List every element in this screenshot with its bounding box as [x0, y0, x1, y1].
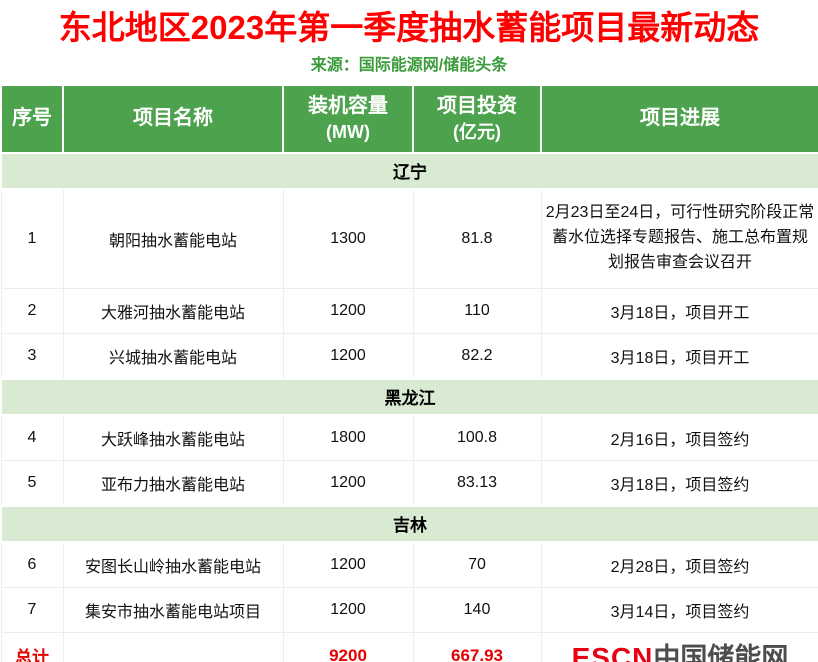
cell-project-name: 朝阳抽水蓄能电站: [62, 188, 284, 289]
col-header-progress: 项目进展: [540, 83, 818, 154]
table-row: 7 集安市抽水蓄能电站项目 1200 140 3月14日，项目签约: [0, 586, 818, 633]
cell-project-name: 安图长山岭抽水蓄能电站: [62, 541, 284, 588]
table-row: 3 兴城抽水蓄能电站 1200 82.2 3月18日，项目开工: [0, 332, 818, 380]
section-label: 辽宁: [0, 151, 818, 190]
cell-capacity: 1300: [282, 188, 414, 289]
cell-progress: 2月23日至24日，可行性研究阶段正常蓄水位选择专题报告、施工总布置规划报告审查…: [540, 188, 818, 289]
cell-progress: 2月16日，项目签约: [540, 414, 818, 461]
section-row-jilin: 吉林: [0, 504, 818, 543]
cell-no: 5: [0, 459, 64, 507]
cell-capacity: 1200: [282, 332, 414, 380]
cell-no: 4: [0, 414, 64, 461]
cell-no: 7: [0, 586, 64, 633]
cell-investment: 82.2: [412, 332, 542, 380]
col-header-investment: 项目投资 (亿元): [412, 83, 542, 154]
table-row: 1 朝阳抽水蓄能电站 1300 81.8 2月23日至24日，可行性研究阶段正常…: [0, 188, 818, 289]
col-header-label: 序号: [12, 107, 52, 130]
cell-progress: 3月18日，项目开工: [540, 287, 818, 334]
col-header-no: 序号: [0, 83, 64, 154]
col-header-label: 装机容量: [308, 94, 388, 117]
table-row: 6 安图长山岭抽水蓄能电站 1200 70 2月28日，项目签约: [0, 541, 818, 588]
source-line: 来源：国际能源网/储能头条: [310, 56, 508, 74]
cell-capacity: 1200: [282, 459, 414, 507]
total-label: 总计: [0, 631, 64, 662]
cell-project-name: 大雅河抽水蓄能电站: [62, 287, 284, 334]
infographic-canvas: 东北地区2023年第一季度抽水蓄能项目最新动态 来源：国际能源网/储能头条 序号…: [0, 8, 818, 662]
table-row: 5 亚布力抽水蓄能电站 1200 83.13 3月18日，项目签约: [0, 459, 818, 507]
section-label: 黑龙江: [0, 377, 818, 416]
col-header-capacity: 装机容量 (MW): [282, 83, 414, 154]
table-row: 2 大雅河抽水蓄能电站 1200 110 3月18日，项目开工: [0, 287, 818, 334]
col-header-unit: (MW): [326, 121, 370, 142]
cell-project-name: 亚布力抽水蓄能电站: [62, 459, 284, 507]
cell-capacity: 1200: [282, 541, 414, 588]
table-row: 4 大跃峰抽水蓄能电站 1800 100.8 2月16日，项目签约: [0, 414, 818, 461]
cell-no: 6: [0, 541, 64, 588]
col-header-label: 项目进展: [640, 107, 720, 130]
section-label: 吉林: [0, 504, 818, 543]
cell-progress: 3月18日，项目开工: [540, 332, 818, 380]
cell-investment: 100.8: [412, 414, 542, 461]
cell-no: 3: [0, 332, 64, 380]
cell-investment: 81.8: [412, 188, 542, 289]
section-row-liaoning: 辽宁: [0, 151, 818, 190]
cell-project-name: 集安市抽水蓄能电站项目: [62, 586, 284, 633]
cell-no: 2: [0, 287, 64, 334]
escn-wordmark: ESCN: [571, 642, 654, 662]
cell-no: 1: [0, 188, 64, 289]
col-header-label: 项目名称: [133, 107, 213, 130]
cell-investment: 83.13: [412, 459, 542, 507]
cell-progress: 3月18日，项目签约: [540, 459, 818, 507]
cell-progress: 3月14日，项目签约: [540, 586, 818, 633]
cell-progress: 2月28日，项目签约: [540, 541, 818, 588]
cell-capacity: 1800: [282, 414, 414, 461]
cell-capacity: 1200: [282, 287, 414, 334]
total-name-spacer: [62, 631, 284, 662]
col-header-project-name: 项目名称: [62, 83, 284, 154]
total-row: 总计 9200 667.93 ESCN中国储能网: [0, 631, 818, 662]
escn-logo: ESCN中国储能网: [540, 631, 818, 662]
cell-capacity: 1200: [282, 586, 414, 633]
page-title: 东北地区2023年第一季度抽水蓄能项目最新动态: [58, 9, 760, 46]
site-name: 中国储能网: [653, 643, 789, 662]
col-header-unit: (亿元): [453, 121, 501, 142]
cell-investment: 110: [412, 287, 542, 334]
col-header-label: 项目投资: [437, 94, 517, 117]
header-row: 序号 项目名称 装机容量 (MW) 项目投资 (亿元) 项目进展: [0, 83, 818, 154]
total-investment: 667.93: [412, 631, 542, 662]
total-capacity: 9200: [282, 631, 414, 662]
escn-logo-text: ESCN中国储能网: [572, 642, 789, 662]
cell-project-name: 兴城抽水蓄能电站: [62, 332, 284, 380]
section-row-heilongjiang: 黑龙江: [0, 377, 818, 416]
cell-project-name: 大跃峰抽水蓄能电站: [62, 414, 284, 461]
cell-investment: 70: [412, 541, 542, 588]
projects-table: 序号 项目名称 装机容量 (MW) 项目投资 (亿元) 项目进展 辽宁 1 朝阳抽水…: [0, 83, 818, 662]
cell-investment: 140: [412, 586, 542, 633]
